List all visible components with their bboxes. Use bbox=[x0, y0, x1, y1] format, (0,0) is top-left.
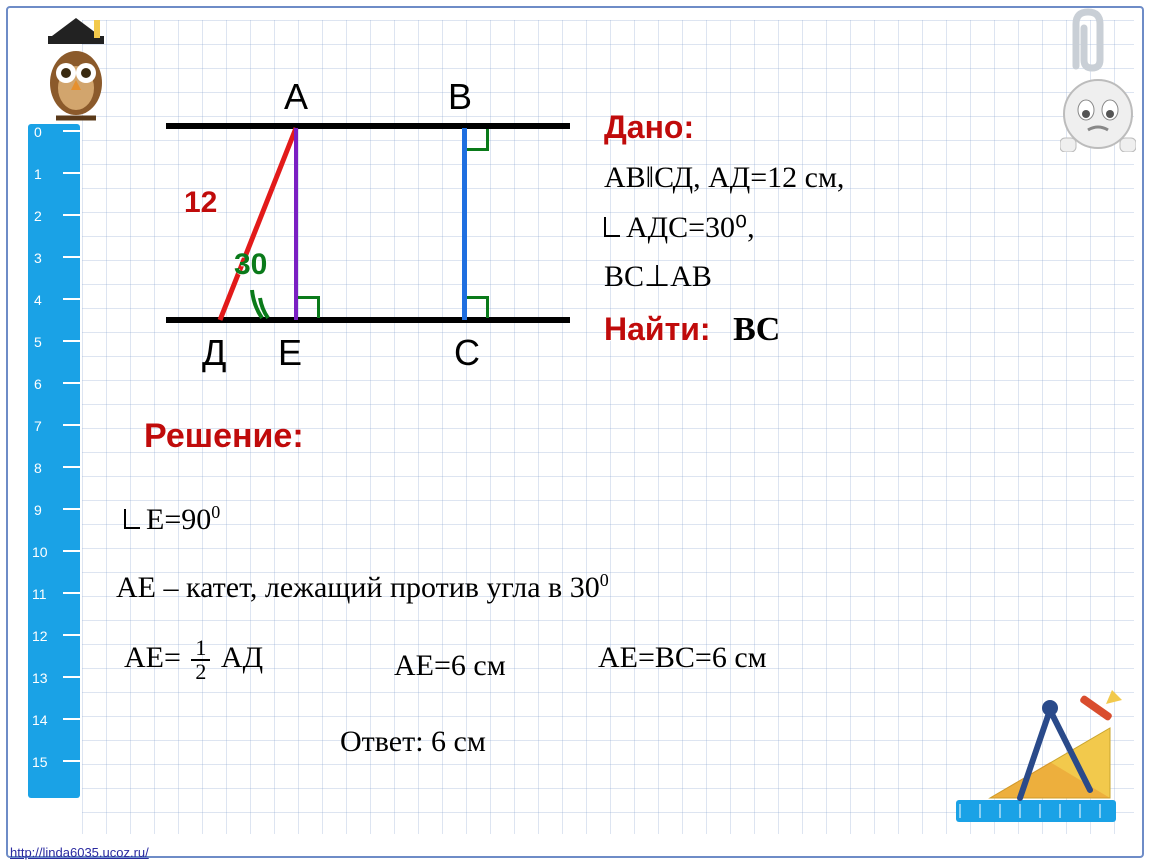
given-line-text: АДС=30⁰, bbox=[626, 211, 755, 244]
right-angle-e-box bbox=[298, 296, 320, 318]
ruler-number: 12 bbox=[32, 628, 48, 644]
angle-icon bbox=[124, 509, 140, 529]
geometry-tools-icon bbox=[950, 690, 1130, 840]
find-value: ВС bbox=[733, 311, 780, 348]
ruler-number: 7 bbox=[34, 418, 42, 434]
point-a-label: А bbox=[284, 76, 308, 118]
point-b-label: В bbox=[448, 76, 472, 118]
ruler-tick bbox=[63, 592, 80, 594]
point-e-label: Е bbox=[278, 332, 302, 374]
geometry-figure: А В Д Е С 12 30 bbox=[0, 0, 600, 420]
ruler-tick bbox=[63, 424, 80, 426]
ruler-tick bbox=[63, 760, 80, 762]
solution-block: Решение: bbox=[144, 412, 1104, 461]
point-c-label: С bbox=[454, 332, 480, 374]
fraction-denominator: 2 bbox=[195, 661, 206, 683]
step1-text: Е=90 bbox=[146, 503, 211, 536]
given-heading: Дано: bbox=[604, 104, 1104, 150]
find-heading: Найти: bbox=[604, 311, 711, 347]
step3-lhs: АЕ= bbox=[124, 641, 181, 674]
solution-step2: АЕ – катет, лежащий против угла в 300 bbox=[116, 566, 609, 610]
given-line: ВС⊥АВ bbox=[604, 255, 1104, 299]
solution-step1: Е=900 bbox=[124, 498, 220, 542]
ruler-tick bbox=[63, 508, 80, 510]
degree-sup: 0 bbox=[600, 570, 609, 590]
ruler-tick bbox=[63, 718, 80, 720]
ruler-number: 13 bbox=[32, 670, 48, 686]
right-angle-b bbox=[467, 129, 489, 151]
ruler-number: 10 bbox=[32, 544, 48, 560]
solution-answer: Ответ: 6 см bbox=[340, 720, 486, 764]
segment-ad-length-label: 12 bbox=[184, 186, 217, 220]
ruler-number: 14 bbox=[32, 712, 48, 728]
solution-step4: АЕ=6 см bbox=[394, 644, 506, 688]
angle-icon bbox=[604, 217, 620, 237]
ruler-number: 15 bbox=[32, 754, 48, 770]
ruler-tick bbox=[63, 676, 80, 678]
step3-rhs: АД bbox=[221, 641, 263, 674]
given-block: Дано: АВ‖СД, АД=12 см, АДС=30⁰, ВС⊥АВ На… bbox=[604, 104, 1104, 354]
angle-d-label: 30 bbox=[234, 248, 267, 282]
solution-step5: АЕ=ВС=6 см bbox=[598, 636, 767, 680]
step2-text: АЕ – катет, лежащий против угла в 30 bbox=[116, 571, 600, 604]
footer-source-link[interactable]: http://linda6035.ucoz.ru/ bbox=[10, 845, 149, 860]
ruler-number: 11 bbox=[32, 586, 47, 602]
solution-step3: АЕ= 1 2 АД bbox=[124, 636, 263, 683]
right-angle-c bbox=[467, 296, 489, 318]
paperclip-icon bbox=[1056, 6, 1116, 80]
point-d-label: Д bbox=[202, 332, 226, 374]
fraction-one-half: 1 2 bbox=[191, 637, 210, 683]
ruler-tick bbox=[63, 466, 80, 468]
ruler-tick bbox=[63, 634, 80, 636]
given-line: АВ‖СД, АД=12 см, bbox=[604, 156, 1104, 200]
ruler-tick bbox=[63, 550, 80, 552]
ruler-number: 8 bbox=[34, 460, 42, 476]
given-line: АДС=30⁰, bbox=[604, 206, 1104, 250]
ruler-number: 9 bbox=[34, 502, 42, 518]
degree-sup: 0 bbox=[211, 502, 220, 522]
solution-heading: Решение: bbox=[144, 412, 1104, 461]
fraction-numerator: 1 bbox=[191, 637, 210, 661]
